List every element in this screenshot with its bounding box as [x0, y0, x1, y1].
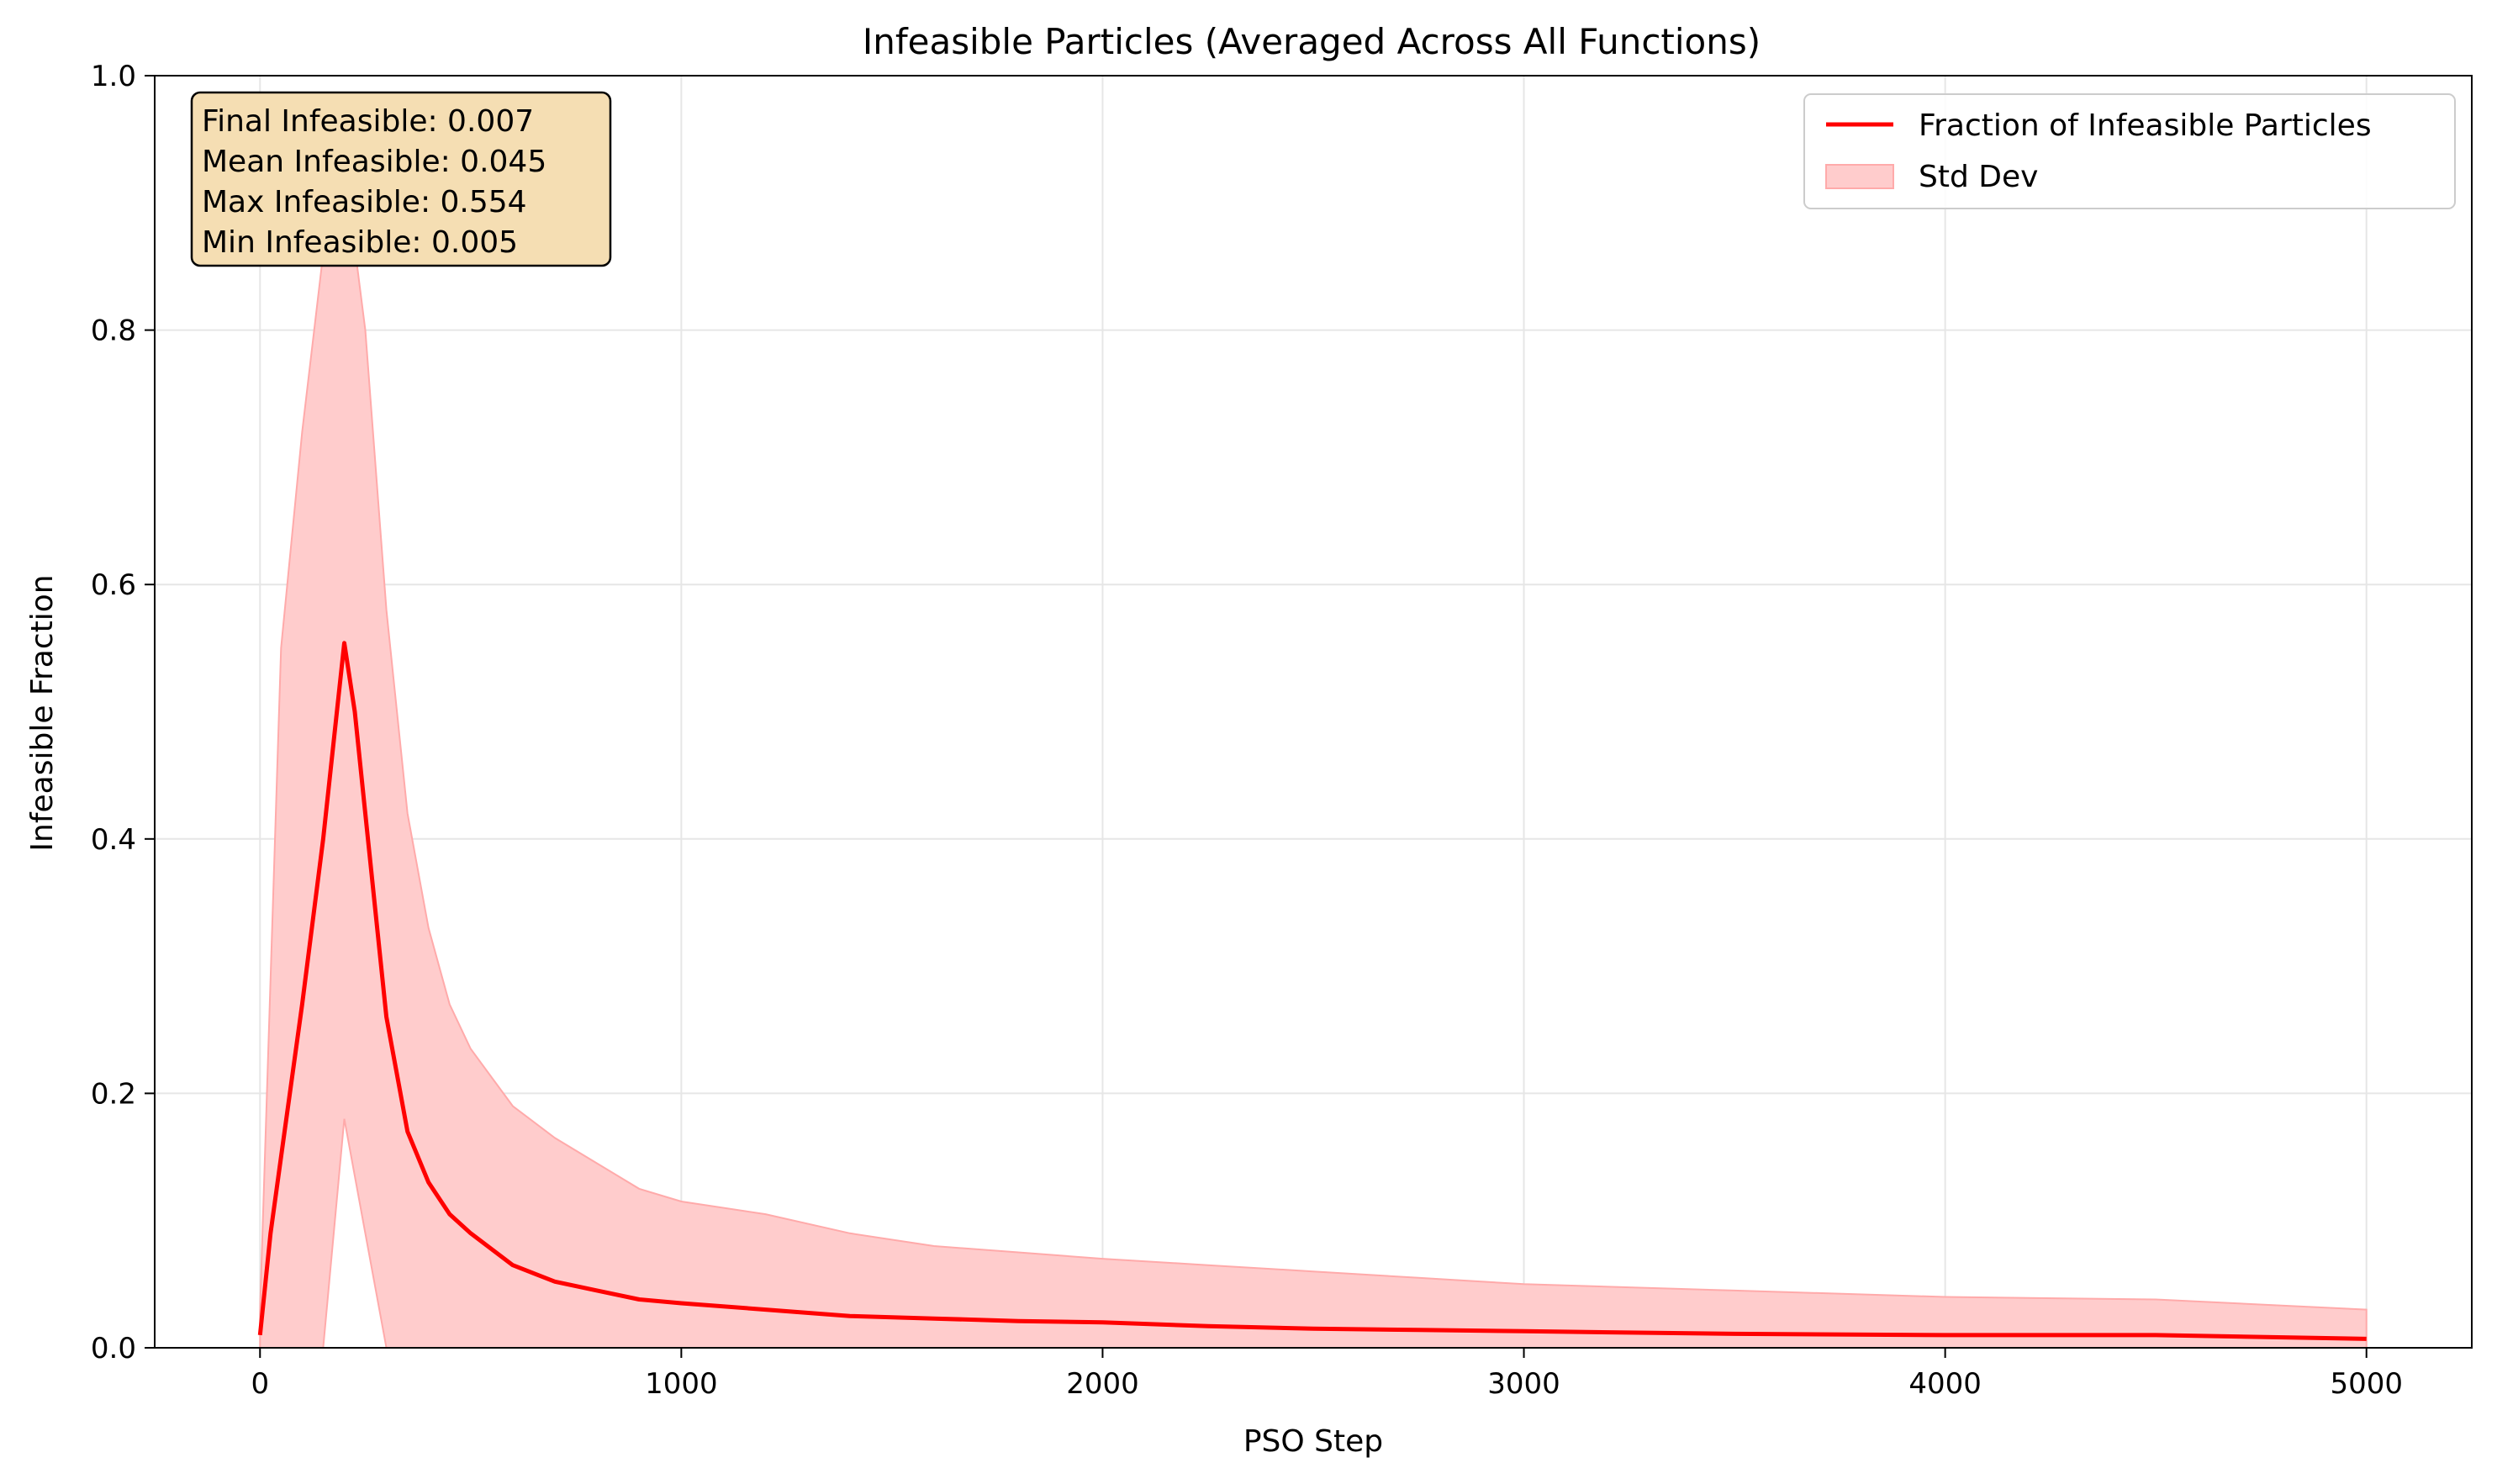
y-tick-label-2: 0.4: [91, 823, 136, 857]
y-tick-label-4: 0.8: [91, 314, 136, 348]
stats-box-background: [190, 91, 612, 267]
x-tick-label-2: 2000: [1066, 1367, 1139, 1401]
legend-label-fraction: Fraction of Infeasible Particles: [1919, 108, 2372, 143]
x-tick-label-0: 0: [251, 1367, 269, 1401]
x-tick-label-4: 4000: [1908, 1367, 1982, 1401]
infeasible-fraction-line-layer: [257, 641, 2367, 1341]
y-tick-label-3: 0.6: [91, 568, 136, 602]
infeasible-fraction-line: [257, 641, 2367, 1341]
legend-band-swatch: [1825, 164, 1894, 189]
stats-max-infeasible: Max Infeasible: 0.554: [202, 185, 527, 219]
legend-box: [1803, 93, 2456, 209]
x-axis-label: PSO Step: [1243, 1424, 1383, 1459]
chart-title: Infeasible Particles (Averaged Across Al…: [863, 21, 1761, 62]
x-axis-ticks: 0 1000 2000 3000 4000 5000: [251, 1348, 2403, 1401]
x-tick-label-5: 5000: [2330, 1367, 2403, 1401]
x-tick-label-3: 3000: [1487, 1367, 1560, 1401]
stats-mean-infeasible: Mean Infeasible: 0.045: [202, 145, 546, 179]
y-axis-label: Infeasible Fraction: [25, 574, 60, 851]
stats-min-infeasible: Min Infeasible: 0.005: [202, 225, 518, 260]
x-tick-label-1: 1000: [645, 1367, 718, 1401]
legend: Fraction of Infeasible Particles Std Dev: [1803, 93, 2456, 209]
plot-frame: [154, 75, 2473, 1349]
y-tick-label-5: 1.0: [91, 60, 136, 93]
legend-label-std-dev: Std Dev: [1919, 160, 2038, 194]
y-tick-label-1: 0.2: [91, 1077, 136, 1111]
y-tick-label-0: 0.0: [91, 1332, 136, 1365]
stats-box: Final Infeasible: 0.007 Mean Infeasible:…: [190, 91, 612, 267]
y-axis-ticks: 0.0 0.2 0.4 0.6 0.8 1.0: [91, 60, 155, 1365]
stats-final-infeasible: Final Infeasible: 0.007: [202, 104, 534, 139]
